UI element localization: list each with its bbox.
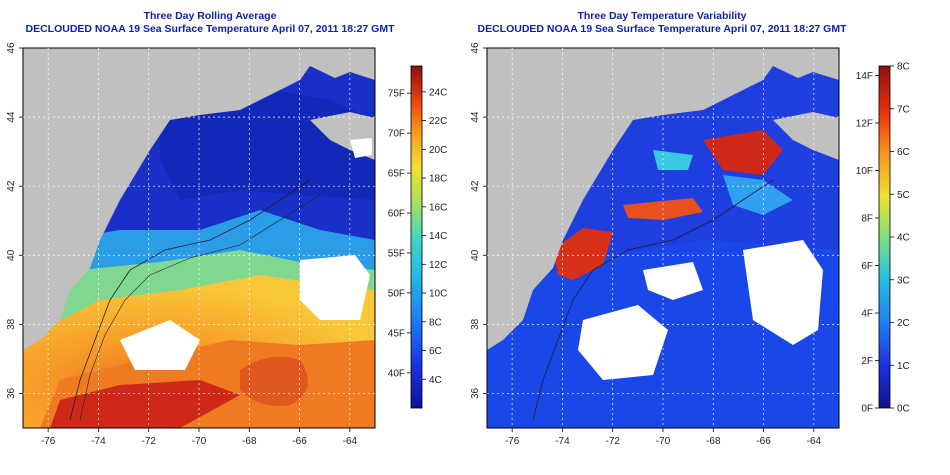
- colorbar-c-label: 12C: [429, 260, 447, 271]
- left-gridlines: [23, 48, 375, 428]
- lon-tick-label: -66: [756, 436, 771, 447]
- right-colorbar-ramp: [878, 65, 891, 409]
- lat-tick-label: 44: [6, 111, 17, 123]
- right-gridlines: [487, 48, 839, 428]
- lon-tick-label: -76: [505, 436, 520, 447]
- left-land: [23, 48, 375, 350]
- lon-tick-label: -70: [192, 436, 207, 447]
- left-colorbar: 40F 45F 50F 55F 60F 65F 70F 75F 4C 6C 8C 10C 12C 14C 1…: [388, 65, 447, 409]
- right-land: [487, 48, 839, 350]
- left-title-text: Three Day Rolling Average: [143, 10, 277, 22]
- lat-tick-label: 42: [470, 180, 481, 192]
- colorbar-c-label: 22C: [429, 116, 447, 127]
- lon-tick-label: -76: [41, 436, 56, 447]
- colorbar-c-label: 18C: [429, 174, 447, 185]
- colorbar-c-label: 14C: [429, 231, 447, 242]
- colorbar-c-label: 20C: [429, 145, 447, 156]
- colorbar-c-label: 10C: [429, 289, 447, 300]
- lon-tick-label: -74: [91, 436, 106, 447]
- lon-tick-label: -72: [141, 436, 156, 447]
- colorbar-f-label: 4F: [861, 309, 873, 320]
- colorbar-f-label: 2F: [861, 356, 873, 367]
- lat-tick-label: 36: [6, 387, 17, 399]
- left-colorbar-ramp: [410, 65, 423, 409]
- lon-tick-label: -68: [706, 436, 721, 447]
- colorbar-f-label: 65F: [388, 169, 405, 180]
- left-map-panel: -76 -74 -72 -70 -68 -66 -64 36 38 40 42 44 46 40F 45F…: [6, 42, 447, 447]
- left-panel-title: Three Day Rolling Average DECLOUDED NOAA…: [0, 10, 420, 36]
- colorbar-f-label: 70F: [388, 129, 405, 140]
- colorbar-f-label: 8F: [861, 214, 873, 225]
- colorbar-c-label: 4C: [429, 375, 442, 386]
- lat-tick-label: 46: [470, 42, 481, 54]
- lat-tick-label: 42: [6, 180, 17, 192]
- colorbar-c-label: 7C: [897, 104, 910, 115]
- right-title-text: Three Day Temperature Variability: [577, 10, 747, 22]
- colorbar-f-label: 14F: [856, 71, 873, 82]
- lat-tick-label: 40: [6, 249, 17, 261]
- colorbar-f-label: 6F: [861, 261, 873, 272]
- colorbar-f-label: 12F: [856, 119, 873, 130]
- right-subtitle-text: DECLOUDED NOAA 19 Sea Surface Temperatur…: [477, 23, 847, 35]
- colorbar-f-label: 60F: [388, 209, 405, 220]
- lon-tick-label: -64: [807, 436, 822, 447]
- left-axes: -76 -74 -72 -70 -68 -66 -64 36 38 40 42 44 46: [6, 42, 358, 447]
- lat-tick-label: 38: [6, 318, 17, 330]
- lat-tick-label: 40: [470, 249, 481, 261]
- lon-tick-label: -64: [343, 436, 358, 447]
- colorbar-f-label: 40F: [388, 368, 405, 379]
- left-subtitle-text: DECLOUDED NOAA 19 Sea Surface Temperatur…: [25, 23, 395, 35]
- colorbar-c-label: 5C: [897, 190, 910, 201]
- right-map-panel: -76 -74 -72 -70 -68 -66 -64 36 38 40 42 44 46 0F 2F 4F…: [470, 42, 910, 447]
- colorbar-f-label: 50F: [388, 288, 405, 299]
- lon-tick-label: -74: [555, 436, 570, 447]
- colorbar-c-label: 6C: [897, 147, 910, 158]
- colorbar-f-label: 0F: [861, 404, 873, 415]
- colorbar-c-label: 16C: [429, 202, 447, 213]
- right-colorbar: 0F 2F 4F 6F 8F 10F 12F 14F 0C 1C 2C 3C 4C 5C 6C 7C 8C: [856, 62, 910, 415]
- right-cloud-patch: [743, 240, 823, 345]
- colorbar-c-label: 0C: [897, 404, 910, 415]
- left-cloud-patch: [300, 255, 370, 320]
- colorbar-f-label: 75F: [388, 89, 405, 100]
- colorbar-f-label: 45F: [388, 328, 405, 339]
- lat-tick-label: 36: [470, 387, 481, 399]
- lat-tick-label: 38: [470, 318, 481, 330]
- colorbar-c-label: 2C: [897, 318, 910, 329]
- lon-tick-label: -72: [605, 436, 620, 447]
- lat-tick-label: 46: [6, 42, 17, 54]
- right-panel-title: Three Day Temperature Variability DECLOU…: [452, 10, 872, 36]
- right-axes: -76 -74 -72 -70 -68 -66 -64 36 38 40 42 44 46: [470, 42, 822, 447]
- colorbar-c-label: 24C: [429, 87, 447, 98]
- colorbar-c-label: 4C: [897, 233, 910, 244]
- lon-tick-label: -68: [242, 436, 257, 447]
- lat-tick-label: 44: [470, 111, 481, 123]
- colorbar-f-label: 55F: [388, 248, 405, 259]
- colorbar-c-label: 1C: [897, 361, 910, 372]
- colorbar-c-label: 3C: [897, 275, 910, 286]
- colorbar-c-label: 6C: [429, 346, 442, 357]
- colorbar-c-label: 8C: [429, 317, 442, 328]
- colorbar-f-label: 10F: [856, 166, 873, 177]
- colorbar-c-label: 8C: [897, 62, 910, 73]
- lon-tick-label: -66: [292, 436, 307, 447]
- lon-tick-label: -70: [656, 436, 671, 447]
